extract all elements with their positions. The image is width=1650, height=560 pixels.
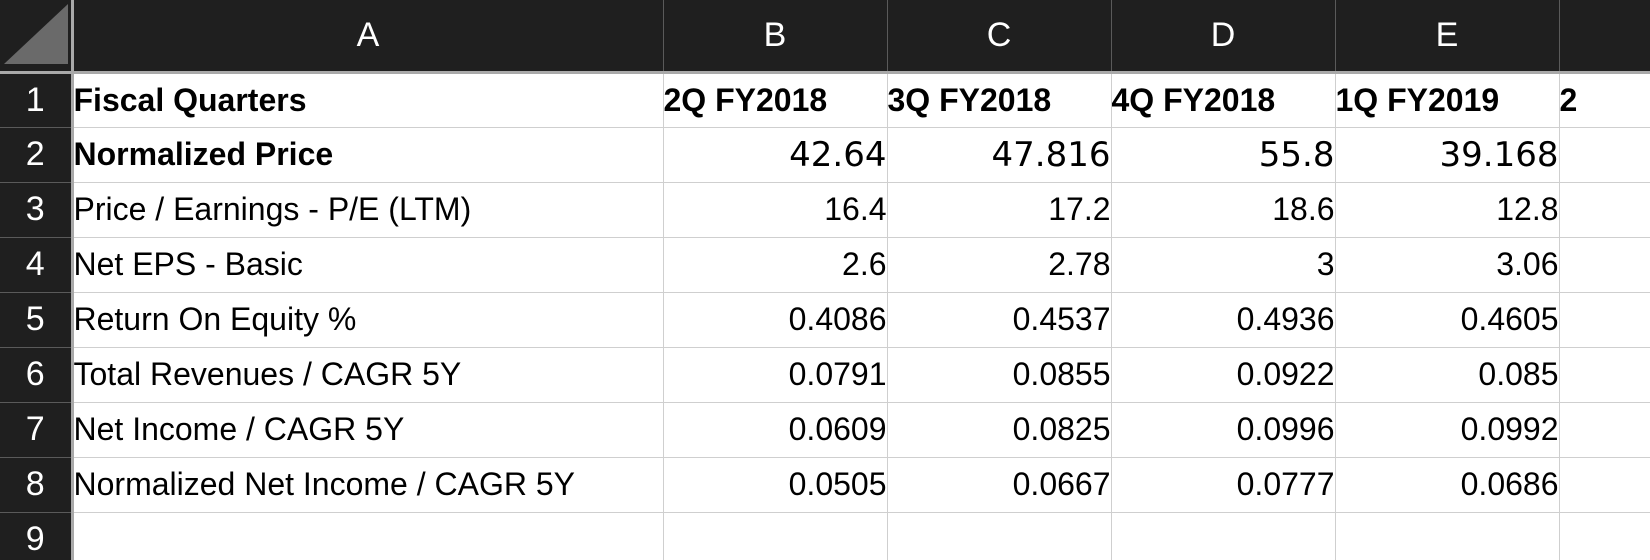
cell-b4[interactable]: 2.6 [662,236,888,293]
row-header[interactable]: 1 [0,72,74,128]
cell-a3[interactable]: Price / Earnings - P/E (LTM) [71,181,664,238]
cell-a9[interactable] [71,511,664,560]
table-row: 4 Net EPS - Basic 2.6 2.78 3 3.06 [0,236,1650,293]
column-header-row: A B C D E [0,0,1650,74]
column-header-d[interactable]: D [1110,0,1336,74]
column-header-f[interactable] [1558,0,1650,74]
cell-d8[interactable]: 0.0777 [1110,456,1336,513]
cell-f8[interactable] [1558,456,1650,513]
cell-a2[interactable]: Normalized Price [71,126,664,183]
cell-e9[interactable] [1334,511,1560,560]
cell-b3[interactable]: 16.4 [662,181,888,238]
cell-f5[interactable] [1558,291,1650,348]
cell-e2[interactable]: 39.168 [1334,126,1560,183]
cell-a5[interactable]: Return On Equity % [71,291,664,348]
cell-f6[interactable] [1558,346,1650,403]
cell-a1[interactable]: Fiscal Quarters [71,71,664,128]
cell-c6[interactable]: 0.0855 [886,346,1112,403]
cell-b2[interactable]: 42.64 [662,126,888,183]
column-header-b[interactable]: B [662,0,888,74]
cell-c2[interactable]: 47.816 [886,126,1112,183]
column-header-e[interactable]: E [1334,0,1560,74]
cell-b7[interactable]: 0.0609 [662,401,888,458]
cell-c4[interactable]: 2.78 [886,236,1112,293]
table-row: 5 Return On Equity % 0.4086 0.4537 0.493… [0,291,1650,348]
cell-c8[interactable]: 0.0667 [886,456,1112,513]
select-all-corner[interactable] [0,0,74,74]
cell-d7[interactable]: 0.0996 [1110,401,1336,458]
cell-e1[interactable]: 1Q FY2019 [1334,71,1560,128]
cell-d2[interactable]: 55.8 [1110,126,1336,183]
cell-a7[interactable]: Net Income / CAGR 5Y [71,401,664,458]
row-header[interactable]: 8 [0,457,74,513]
cell-f4[interactable] [1558,236,1650,293]
cell-d9[interactable] [1110,511,1336,560]
cell-b9[interactable] [662,511,888,560]
cell-f7[interactable] [1558,401,1650,458]
cell-e6[interactable]: 0.085 [1334,346,1560,403]
cell-c1[interactable]: 3Q FY2018 [886,71,1112,128]
cell-c9[interactable] [886,511,1112,560]
cell-d1[interactable]: 4Q FY2018 [1110,71,1336,128]
cell-f2[interactable] [1558,126,1650,183]
cell-d3[interactable]: 18.6 [1110,181,1336,238]
cell-a8[interactable]: Normalized Net Income / CAGR 5Y [71,456,664,513]
table-row: 2 Normalized Price 42.64 47.816 55.8 39.… [0,126,1650,183]
table-row: 9 [0,511,1650,560]
table-row: 3 Price / Earnings - P/E (LTM) 16.4 17.2… [0,181,1650,238]
cell-b8[interactable]: 0.0505 [662,456,888,513]
table-row: 7 Net Income / CAGR 5Y 0.0609 0.0825 0.0… [0,401,1650,458]
row-header[interactable]: 5 [0,292,74,348]
cell-a4[interactable]: Net EPS - Basic [71,236,664,293]
row-header[interactable]: 3 [0,182,74,238]
cell-d5[interactable]: 0.4936 [1110,291,1336,348]
cell-f9[interactable] [1558,511,1650,560]
row-header[interactable]: 7 [0,402,74,458]
row-header[interactable]: 2 [0,127,74,183]
column-header-a[interactable]: A [71,0,664,74]
table-row: 1 Fiscal Quarters 2Q FY2018 3Q FY2018 4Q… [0,71,1650,128]
cell-e3[interactable]: 12.8 [1334,181,1560,238]
table-row: 6 Total Revenues / CAGR 5Y 0.0791 0.0855… [0,346,1650,403]
cell-f1[interactable]: 2 [1558,71,1650,128]
cell-f3[interactable] [1558,181,1650,238]
row-header[interactable]: 6 [0,347,74,403]
row-header[interactable]: 4 [0,237,74,293]
cell-e5[interactable]: 0.4605 [1334,291,1560,348]
cell-e4[interactable]: 3.06 [1334,236,1560,293]
cell-b5[interactable]: 0.4086 [662,291,888,348]
cell-b1[interactable]: 2Q FY2018 [662,71,888,128]
column-header-c[interactable]: C [886,0,1112,74]
cell-c7[interactable]: 0.0825 [886,401,1112,458]
cell-a6[interactable]: Total Revenues / CAGR 5Y [71,346,664,403]
cell-c3[interactable]: 17.2 [886,181,1112,238]
cell-d4[interactable]: 3 [1110,236,1336,293]
row-header[interactable]: 9 [0,512,74,560]
cell-e8[interactable]: 0.0686 [1334,456,1560,513]
cell-d6[interactable]: 0.0922 [1110,346,1336,403]
select-all-triangle-icon [4,4,68,64]
table-row: 8 Normalized Net Income / CAGR 5Y 0.0505… [0,456,1650,513]
cell-b6[interactable]: 0.0791 [662,346,888,403]
cell-c5[interactable]: 0.4537 [886,291,1112,348]
cell-e7[interactable]: 0.0992 [1334,401,1560,458]
